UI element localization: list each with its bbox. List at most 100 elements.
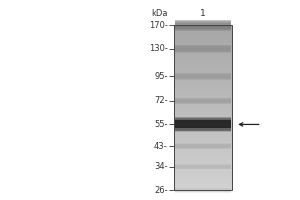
Bar (173, 58, 232, 59)
Bar (173, 178, 232, 179)
Bar (173, 28, 232, 29)
Bar (173, 155, 232, 156)
Bar (173, 94, 232, 95)
Bar (173, 101, 232, 102)
Bar (175, 74, 231, 79)
Bar (175, 164, 231, 169)
Bar (173, 173, 232, 174)
Bar (173, 170, 232, 171)
Bar (173, 139, 232, 140)
Bar (173, 43, 232, 44)
Bar (173, 175, 232, 176)
Bar (173, 41, 232, 42)
Bar (175, 118, 231, 131)
Bar (175, 22, 231, 28)
Bar (175, 118, 231, 131)
Bar (175, 117, 231, 131)
Bar (173, 115, 232, 116)
Bar (173, 74, 232, 75)
Bar (173, 53, 232, 54)
Bar (173, 162, 232, 163)
Bar (175, 189, 231, 192)
Bar (173, 184, 232, 185)
Bar (175, 73, 231, 80)
Bar (173, 99, 232, 100)
Bar (173, 176, 232, 177)
Text: 43-: 43- (154, 142, 168, 151)
Bar (173, 105, 232, 106)
Bar (173, 172, 232, 173)
Text: 72-: 72- (154, 96, 168, 105)
Bar (173, 64, 232, 65)
Bar (173, 129, 232, 130)
Bar (173, 117, 232, 118)
Bar (173, 63, 232, 64)
Bar (173, 109, 232, 110)
Bar (176, 123, 230, 126)
Bar (173, 67, 232, 68)
Bar (173, 76, 232, 77)
Bar (173, 140, 232, 141)
Bar (175, 47, 231, 51)
Bar (175, 117, 231, 132)
Bar (175, 189, 231, 192)
Bar (173, 136, 232, 137)
Bar (173, 40, 232, 41)
Bar (173, 124, 232, 125)
Bar (173, 103, 232, 104)
Bar (173, 25, 232, 26)
Bar (175, 165, 231, 168)
Bar (173, 34, 232, 35)
Bar (173, 90, 232, 91)
Bar (173, 98, 232, 99)
Bar (175, 189, 231, 191)
Bar (173, 29, 232, 30)
Bar (173, 154, 232, 155)
Bar (173, 85, 232, 86)
Bar (175, 119, 231, 130)
Bar (173, 52, 232, 53)
Bar (175, 46, 231, 52)
Bar (173, 72, 232, 73)
Bar (173, 45, 232, 46)
Bar (175, 119, 231, 130)
Bar (173, 163, 232, 164)
Bar (173, 126, 232, 127)
Bar (173, 134, 232, 135)
Bar (173, 50, 232, 51)
Bar (173, 60, 232, 61)
Bar (173, 95, 232, 96)
Bar (173, 104, 232, 105)
Bar (173, 152, 232, 153)
Bar (173, 127, 232, 128)
Bar (173, 187, 232, 188)
Bar (175, 189, 231, 192)
Bar (173, 89, 232, 90)
Bar (173, 62, 232, 63)
Bar (173, 54, 232, 55)
Bar (175, 165, 231, 169)
Bar (175, 145, 231, 148)
Bar (173, 141, 232, 142)
Bar (175, 165, 231, 169)
Bar (173, 147, 232, 148)
Bar (173, 37, 232, 38)
Bar (175, 74, 231, 79)
Bar (175, 99, 231, 103)
Bar (173, 122, 232, 123)
Bar (175, 144, 231, 148)
Bar (175, 144, 231, 148)
Bar (173, 180, 232, 181)
Bar (175, 143, 231, 149)
Bar (173, 56, 232, 57)
Bar (173, 88, 232, 89)
Bar (173, 148, 232, 149)
Bar (175, 99, 231, 103)
Bar (173, 91, 232, 92)
Bar (173, 114, 232, 115)
Bar (173, 30, 232, 31)
Bar (175, 189, 231, 192)
Bar (175, 119, 231, 130)
Bar (173, 107, 232, 108)
Bar (173, 38, 232, 39)
